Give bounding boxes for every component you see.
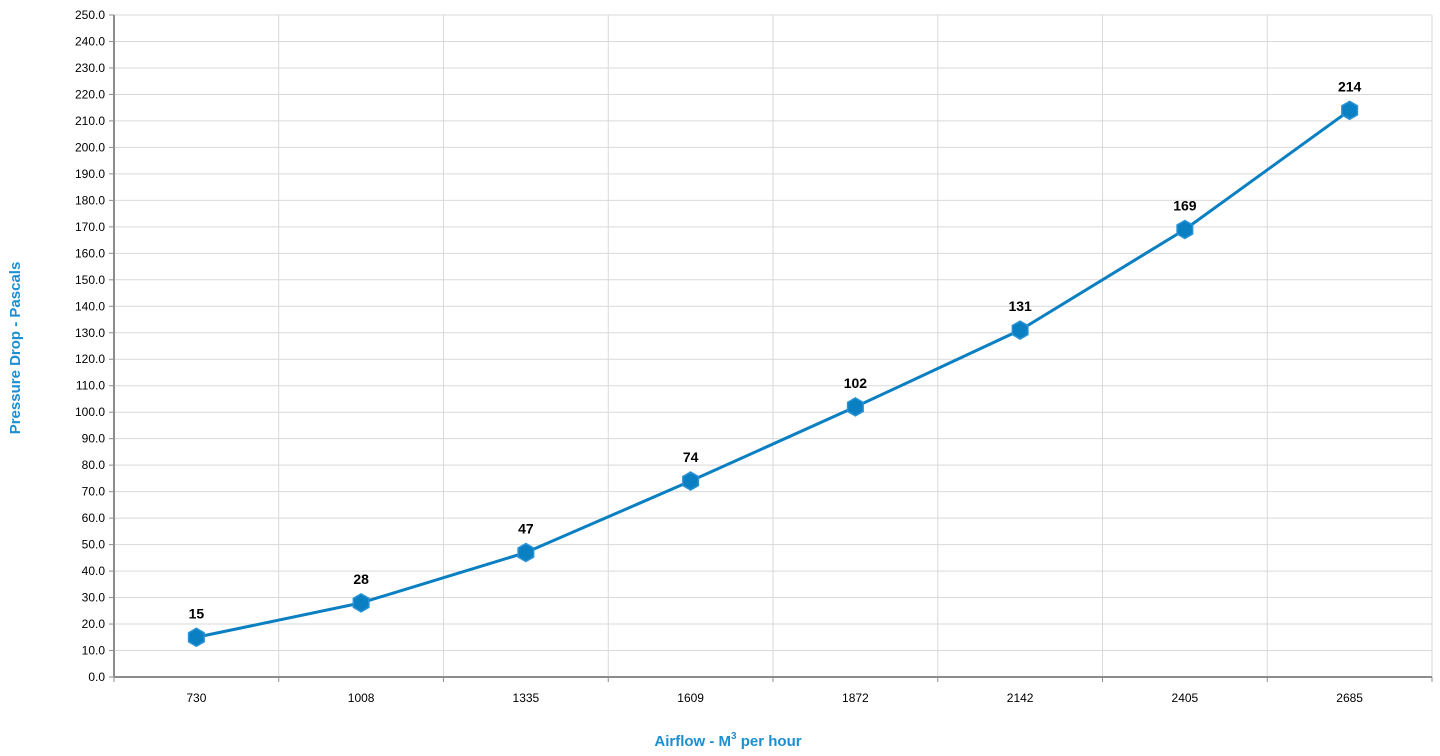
x-axis-title-sup: 3 [731,731,737,742]
y-tick-label: 40.0 [82,564,106,578]
y-tick-label: 120.0 [75,352,105,366]
y-tick-label: 140.0 [75,299,105,313]
x-tick-labels: 730 1008 1335 1609 1872 2142 2405 2685 [186,691,1363,705]
data-point-marker [1011,320,1029,340]
data-point-marker [187,627,205,648]
data-point-marker [517,542,535,563]
y-tick-label: 240.0 [75,34,105,48]
x-tick-label: 1609 [677,691,704,705]
data-label: 214 [1338,78,1362,94]
x-tick-label: 730 [186,691,206,705]
x-tick-label: 1872 [842,691,869,705]
series-line [196,109,1351,639]
y-tick-label: 210.0 [75,114,105,128]
y-axis-title: Pressure Drop - Pascals [7,262,24,435]
y-tick-label: 220.0 [75,87,105,101]
data-label: 74 [683,449,699,465]
data-point-marker [1341,100,1359,121]
y-tick-label: 0.0 [88,670,105,684]
data-label: 102 [844,375,868,391]
y-tick-label: 110.0 [76,379,105,393]
y-tick-label: 70.0 [82,485,106,499]
y-tick-label: 170.0 [75,220,105,234]
data-point-marker [682,471,700,491]
y-tick-label: 30.0 [82,591,106,605]
axes [109,14,1433,682]
y-tick-label: 150.0 [75,273,105,287]
x-tick-label: 2685 [1336,691,1363,705]
data-label: 47 [518,521,534,537]
data-label: 169 [1173,197,1197,213]
x-axis-title: Airflow - M3 per hour [654,731,801,750]
y-tick-label: 80.0 [82,458,106,472]
y-tick-label: 50.0 [82,538,106,552]
y-tick-label: 190.0 [75,167,105,181]
y-tick-label: 60.0 [82,511,106,525]
y-tick-label: 20.0 [82,617,106,631]
data-point-marker [846,397,864,417]
data-point-marker [352,592,370,613]
data-label: 15 [189,605,205,621]
y-tick-label: 10.0 [82,644,106,658]
y-tick-label: 100.0 [75,405,105,419]
y-tick-label: 130.0 [75,326,105,340]
series-line-group [187,100,1359,648]
y-tick-label: 200.0 [75,140,105,154]
y-tick-labels: 0.0 10.0 20.0 30.0 40.0 50.0 60.0 70.0 80.0 90.0 1… [75,8,105,684]
y-tick-label: 230.0 [75,61,105,75]
data-point-marker [1176,219,1194,240]
y-tick-label: 180.0 [75,193,105,207]
data-labels: 15 28 47 74 102 131 169 214 [189,78,1362,621]
data-label: 28 [353,571,369,587]
x-tick-label: 1335 [513,691,540,705]
x-tick-label: 2142 [1007,691,1034,705]
x-axis-title-tail: per hour [737,733,802,750]
x-tick-label: 2405 [1172,691,1199,705]
y-tick-label: 90.0 [82,432,106,446]
gridlines [114,14,1433,677]
x-axis-title-main: Airflow - M [654,733,731,750]
y-tick-label: 250.0 [75,8,105,22]
y-tick-label: 160.0 [75,246,105,260]
data-label: 131 [1008,298,1032,314]
x-tick-label: 1008 [348,691,375,705]
